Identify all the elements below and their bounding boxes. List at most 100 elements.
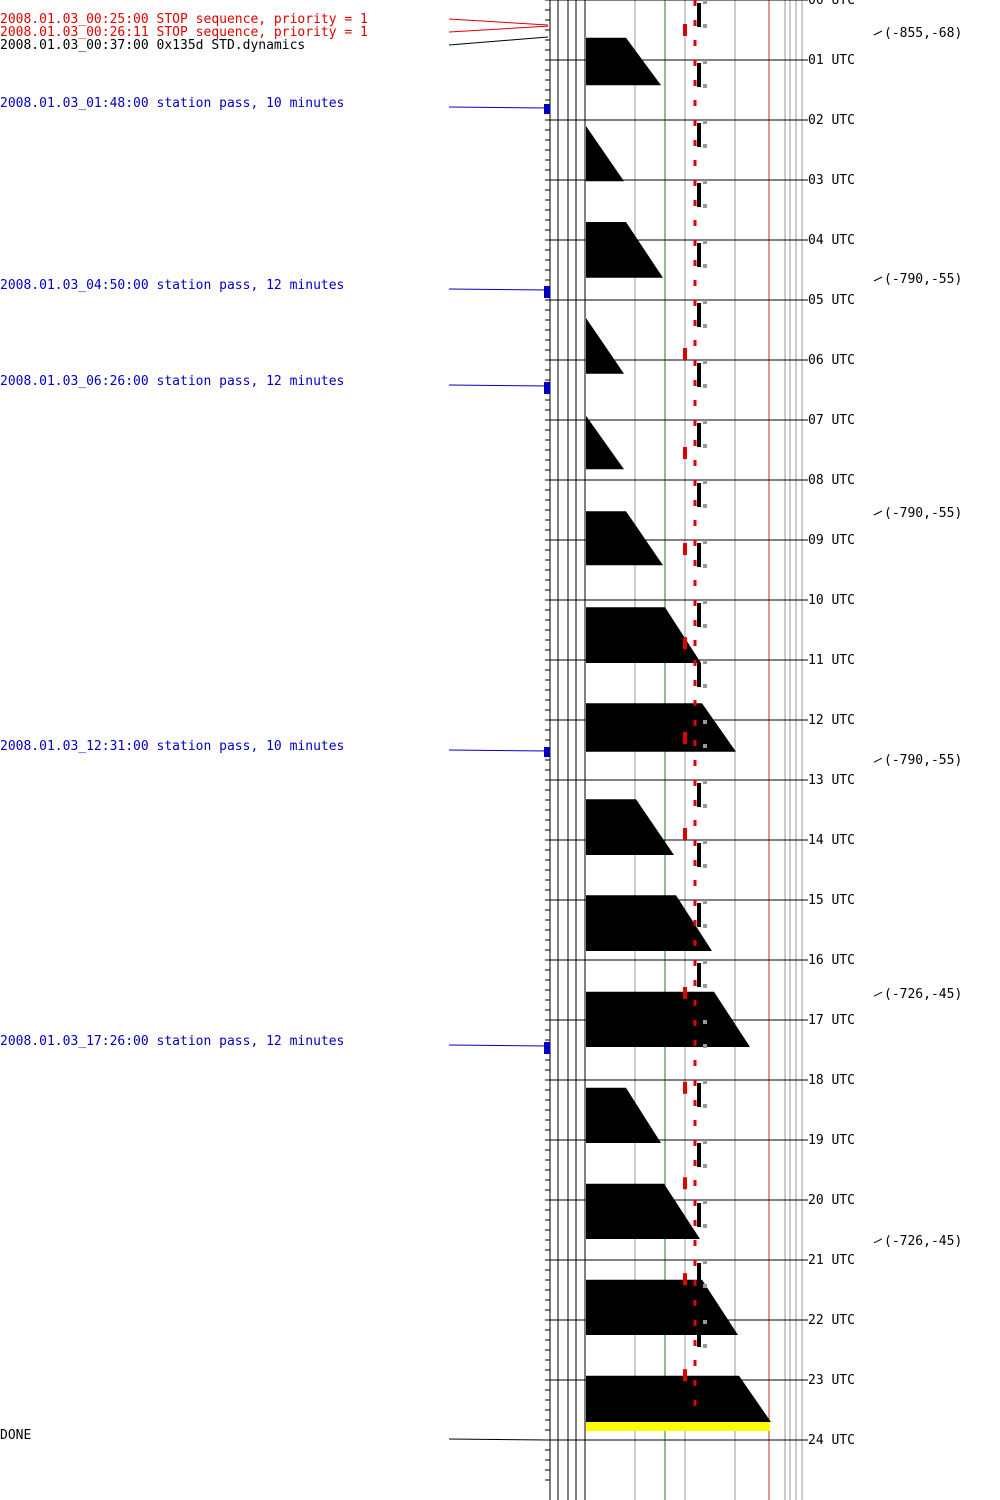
hour-label: 09 UTC (808, 533, 855, 548)
hour-label: 04 UTC (808, 233, 855, 248)
pass-marker-dot (703, 1044, 707, 1048)
red-marker (683, 447, 687, 459)
event-leader (448, 36, 549, 46)
pass-marker-dot (703, 444, 707, 448)
pass-marker-dot (703, 120, 707, 124)
hour-label: 06 UTC (808, 353, 855, 368)
hour-label: 05 UTC (808, 293, 855, 308)
event-label: 2008.01.03_12:31:00 station pass, 10 min… (0, 739, 344, 754)
event-label: DONE (0, 1428, 31, 1443)
hour-label: 02 UTC (808, 113, 855, 128)
hour-label: 03 UTC (808, 173, 855, 188)
activity-block (586, 703, 736, 752)
pass-marker-dot (703, 564, 707, 568)
event-leader (448, 1044, 549, 1047)
red-marker (683, 1177, 687, 1190)
pass-marker-dot (703, 960, 707, 964)
pass-marker (697, 543, 701, 567)
pass-marker-dot (703, 624, 707, 628)
pass-marker-dot (703, 600, 707, 604)
pass-marker-dot (703, 144, 707, 148)
pass-marker-dot (703, 720, 707, 724)
pass-marker-dot (703, 1344, 707, 1348)
pass-marker-dot (703, 1200, 707, 1204)
red-marker (683, 1369, 687, 1382)
pass-marker (697, 963, 701, 987)
pass-marker (697, 123, 701, 147)
hour-label: 19 UTC (808, 1133, 855, 1148)
red-marker (683, 1273, 687, 1286)
pass-marker (697, 1143, 701, 1167)
activity-block (586, 318, 624, 374)
pass-marker-dot (703, 1104, 707, 1108)
coord-tick (873, 1238, 883, 1244)
pass-marker-dot (703, 780, 707, 784)
pass-marker-dot (703, 924, 707, 928)
red-marker (683, 348, 687, 360)
activity-block (586, 415, 624, 470)
coord-tick (873, 510, 883, 516)
pass-marker (697, 783, 701, 807)
hour-label: 13 UTC (808, 773, 855, 788)
pass-marker (697, 1023, 701, 1047)
hour-label: 12 UTC (808, 713, 855, 728)
activity-block (586, 895, 712, 951)
coordinate-label: (-855,-68) (884, 26, 962, 41)
coord-tick (873, 30, 883, 36)
pass-marker-dot (703, 744, 707, 748)
pass-marker (697, 843, 701, 867)
pass-marker-dot (703, 1224, 707, 1228)
yellow-bar (586, 1422, 770, 1431)
pass-marker (697, 603, 701, 627)
hour-label: 07 UTC (808, 413, 855, 428)
event-leader (448, 384, 549, 387)
pass-marker-dot (703, 1020, 707, 1024)
event-label: 2008.01.03_04:50:00 station pass, 12 min… (0, 278, 344, 293)
event-leader (448, 106, 549, 109)
pass-marker-dot (703, 60, 707, 64)
activity-block (586, 511, 663, 566)
pass-marker (697, 1203, 701, 1227)
pass-marker (697, 63, 701, 87)
pass-marker-dot (703, 84, 707, 88)
pass-marker-dot (703, 300, 707, 304)
red-marker (683, 1081, 687, 1094)
red-marker (683, 24, 687, 36)
hour-label: 10 UTC (808, 593, 855, 608)
pass-marker (697, 303, 701, 327)
pass-marker (697, 423, 701, 447)
pass-marker (697, 903, 701, 927)
pass-marker-dot (703, 864, 707, 868)
event-label: 2008.01.03_17:26:00 station pass, 12 min… (0, 1034, 344, 1049)
pass-marker-dot (703, 480, 707, 484)
pass-marker-dot (703, 1320, 707, 1324)
coordinate-label: (-790,-55) (884, 753, 962, 768)
coord-tick (873, 757, 883, 763)
activity-block (586, 37, 661, 86)
station-pass-bar (544, 381, 550, 394)
red-marker (683, 543, 687, 555)
activity-block (586, 1279, 738, 1335)
red-marker (683, 828, 687, 840)
hour-label: 21 UTC (808, 1253, 855, 1268)
pass-marker (697, 1083, 701, 1107)
hour-label: 08 UTC (808, 473, 855, 488)
pass-marker-dot (703, 900, 707, 904)
hour-label: 11 UTC (808, 653, 855, 668)
pass-marker (697, 183, 701, 207)
pass-marker-dot (703, 684, 707, 688)
hour-label: 01 UTC (808, 53, 855, 68)
station-pass-bar (544, 285, 550, 298)
event-leader (448, 288, 549, 291)
station-pass-bar (544, 1041, 550, 1054)
hour-label: 22 UTC (808, 1313, 855, 1328)
pass-marker-dot (703, 840, 707, 844)
event-label: 2008.01.03_00:25:00 STOP sequence, prior… (0, 12, 368, 27)
pass-marker-dot (703, 1140, 707, 1144)
pass-marker-dot (703, 1260, 707, 1264)
activity-block (586, 799, 674, 855)
pass-marker-dot (703, 660, 707, 664)
event-label: 2008.01.03_01:48:00 station pass, 10 min… (0, 96, 344, 111)
activity-block (586, 126, 624, 182)
pass-marker-dot (703, 1080, 707, 1084)
